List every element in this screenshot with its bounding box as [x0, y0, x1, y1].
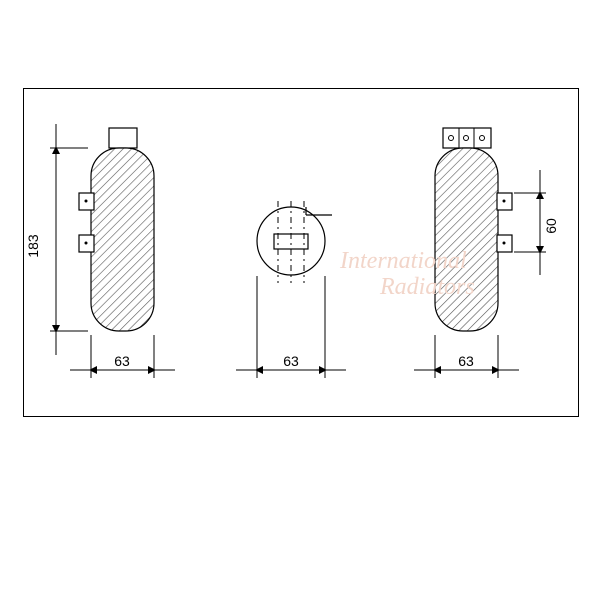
dim-right-height: 60	[543, 218, 559, 234]
left-cap	[109, 128, 137, 148]
left-view: 183 63	[25, 124, 175, 378]
dim-left-width: 63	[114, 353, 130, 369]
dim-top-width: 63	[283, 353, 299, 369]
dim-right-width: 63	[458, 353, 474, 369]
top-view: 63	[236, 201, 346, 378]
drawing-svg: 183 63 63	[0, 0, 600, 600]
dim-left-height: 183	[25, 234, 41, 258]
right-cap	[443, 128, 491, 148]
right-view: 60 63	[414, 128, 559, 378]
left-body	[91, 148, 154, 331]
right-body	[435, 148, 498, 331]
